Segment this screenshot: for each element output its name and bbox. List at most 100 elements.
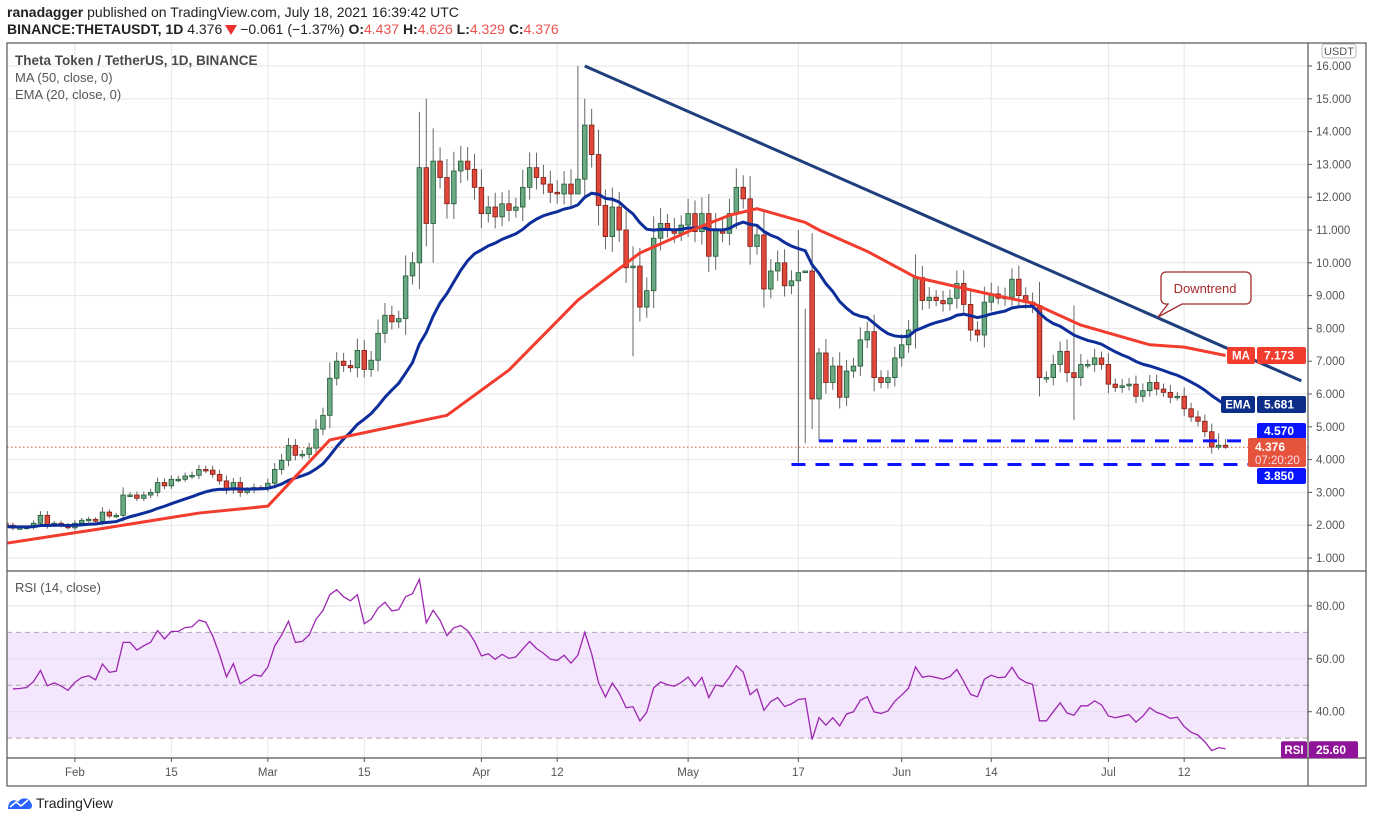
candle-body-down [216, 473, 223, 482]
candle-body-up [79, 519, 85, 524]
candle-body-up [630, 265, 636, 269]
candle-body-down [437, 160, 443, 178]
candle [389, 305, 395, 330]
candle-body-up [85, 518, 92, 522]
candle [196, 464, 202, 480]
candle [402, 255, 409, 335]
candle [1112, 378, 1118, 393]
candle-body-up [650, 237, 657, 292]
candle-body-up [1050, 364, 1056, 379]
candle-body-up [802, 270, 808, 274]
candle [278, 453, 285, 475]
candle [747, 175, 753, 265]
candle [850, 357, 857, 378]
candle-body-up [788, 280, 795, 287]
candle [513, 197, 519, 218]
candle-body-down [836, 365, 843, 398]
candle-body-up [189, 474, 195, 478]
candle-body-up [306, 447, 312, 455]
candle [802, 270, 808, 444]
candle [451, 151, 457, 220]
candle-body-up [864, 331, 870, 341]
legend-ma[interactable]: MA (50, close, 0) [15, 70, 113, 85]
candle-body-up [857, 339, 864, 367]
candle-body-up [196, 469, 202, 476]
price-tick-label: 5.000 [1316, 422, 1345, 434]
candle-body-up [499, 203, 505, 218]
candle-body-up [272, 469, 278, 484]
candle [1050, 354, 1056, 386]
candle-body-down [1202, 420, 1208, 433]
price-tick-label: 10.000 [1316, 258, 1351, 270]
candle [575, 66, 581, 195]
open-value: 4.437 [364, 21, 400, 37]
candle [223, 475, 230, 495]
candle-body-up [320, 414, 326, 430]
publish-info: ranadagger published on TradingView.com,… [7, 4, 459, 20]
candle [561, 171, 567, 205]
candle-body-up [141, 494, 147, 499]
candle [168, 475, 175, 489]
candle-body-up [816, 352, 822, 400]
candle [416, 111, 423, 290]
candle-body-up [354, 349, 361, 369]
support-badge-value: 3.850 [1264, 469, 1294, 483]
candle-body-down [623, 229, 629, 269]
candle [492, 192, 498, 229]
price-tick-label: 12.000 [1316, 192, 1351, 204]
candle-body-down [1064, 350, 1070, 374]
candle-body-down [533, 167, 540, 178]
candle-body-down [340, 360, 347, 366]
tradingview-logo[interactable]: TradingView [7, 795, 113, 811]
candle-body-up [513, 206, 519, 211]
candle-body-down [464, 160, 471, 170]
rsi-tick-label: 40.00 [1316, 707, 1345, 719]
open-label: O: [348, 21, 364, 37]
candle-body-up [375, 332, 381, 361]
ma-badge-value: 7.173 [1264, 349, 1294, 363]
candle-body-down [595, 154, 602, 206]
candle-body-up [127, 494, 133, 497]
low-value: 4.329 [469, 21, 505, 37]
candle [533, 152, 540, 190]
legend-title: Theta Token / TetherUS, 1D, BINANCE [15, 53, 258, 68]
author-name[interactable]: ranadagger [7, 4, 84, 20]
time-tick-label: 15 [358, 767, 371, 779]
rsi-tick-label: 80.00 [1316, 601, 1345, 613]
candle-body-up [182, 475, 188, 480]
candle-body-up [430, 160, 436, 224]
last-price-value: 4.376 [1255, 440, 1285, 454]
candle-body-down [209, 469, 216, 475]
candle-body-up [726, 213, 733, 234]
candle-body-down [106, 511, 113, 517]
down-arrow-icon [225, 25, 238, 35]
candle [464, 147, 471, 181]
candle-body-down [616, 206, 622, 231]
ma50-line [7, 207, 1226, 545]
candle-body-down [1016, 278, 1022, 297]
candle [954, 270, 960, 309]
legend-ema[interactable]: EMA (20, close, 0) [15, 87, 122, 102]
candle-body-down [1071, 372, 1077, 378]
currency-badge [1321, 43, 1357, 59]
candle-body-up [912, 277, 919, 331]
candle-body-down [809, 270, 815, 400]
candle [568, 169, 574, 206]
candle-body-up [712, 229, 719, 257]
candle [588, 108, 595, 168]
candle [320, 407, 326, 436]
candle [843, 359, 850, 407]
candle-body-up [299, 453, 305, 457]
candle-body-up [313, 428, 319, 449]
candle [630, 246, 636, 357]
legend-rsi[interactable]: RSI (14, close) [15, 580, 101, 595]
candle-body-down [389, 314, 395, 323]
rsi-badge: 25.60 RSI [1281, 741, 1358, 759]
candle [1091, 348, 1098, 372]
candle-body-up [981, 301, 988, 336]
candle [816, 348, 822, 442]
candle [471, 153, 478, 200]
candle [892, 346, 898, 387]
price-tick-label: 8.000 [1316, 323, 1345, 335]
